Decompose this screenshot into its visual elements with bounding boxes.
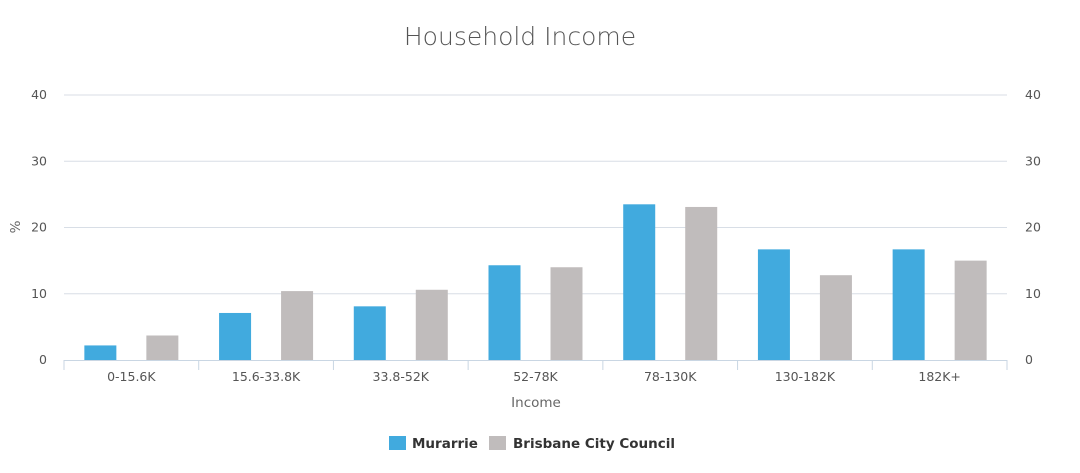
y-tick-label-left: 40	[31, 87, 47, 102]
y-tick-label-right: 20	[1025, 220, 1041, 235]
x-tick-label: 78-130K	[644, 369, 697, 384]
x-tick-label: 15.6-33.8K	[232, 369, 301, 384]
x-tick-label: 33.8-52K	[373, 369, 430, 384]
bar-brisbane[interactable]	[819, 275, 852, 360]
gridlines	[64, 94, 1007, 295]
x-axis-title: Income	[511, 395, 561, 411]
bar-murarrie[interactable]	[84, 345, 117, 360]
bar-murarrie[interactable]	[488, 265, 521, 360]
legend-swatch-murarrie	[389, 436, 406, 450]
bar-brisbane[interactable]	[550, 267, 583, 360]
bar-murarrie[interactable]	[353, 306, 386, 360]
x-axis: 0-15.6K 15.6-33.8K 33.8-52K 52-78K 78-130K 13…	[63, 360, 1008, 384]
x-tick-label: 130-182K	[775, 369, 836, 384]
x-tick-label: 52-78K	[513, 369, 558, 384]
bar-brisbane[interactable]	[685, 206, 718, 360]
y-tick-label-left: 0	[39, 352, 47, 367]
bar-brisbane[interactable]	[954, 260, 987, 360]
y-tick-label-left: 10	[31, 286, 47, 301]
chart-title: Household Income	[404, 22, 636, 51]
y-tick-label-right: 30	[1025, 153, 1041, 168]
x-tick-label: 0-15.6K	[107, 369, 156, 384]
y-axis-left: 0 10 20 30 40	[31, 87, 47, 367]
bar-murarrie[interactable]	[623, 204, 656, 360]
y-tick-label-left: 20	[31, 220, 47, 235]
bar-murarrie[interactable]	[892, 249, 925, 360]
legend: Murarrie Brisbane City Council	[389, 436, 675, 452]
y-tick-label-right: 0	[1025, 352, 1033, 367]
y-tick-label-left: 30	[31, 153, 47, 168]
y-axis-title: %	[8, 220, 24, 233]
x-tick-label: 182K+	[918, 369, 961, 384]
legend-label-brisbane[interactable]: Brisbane City Council	[513, 436, 675, 452]
bar-murarrie[interactable]	[757, 249, 790, 360]
bar-brisbane[interactable]	[415, 289, 448, 360]
legend-label-murarrie[interactable]: Murarrie	[412, 436, 478, 452]
y-tick-label-right: 10	[1025, 286, 1041, 301]
bars	[84, 204, 987, 360]
bar-brisbane[interactable]	[146, 335, 179, 360]
bar-murarrie[interactable]	[219, 312, 252, 360]
legend-swatch-brisbane	[489, 436, 506, 450]
bar-brisbane[interactable]	[281, 291, 314, 360]
y-axis-right: 0 10 20 30 40	[1025, 87, 1041, 367]
y-tick-label-right: 40	[1025, 87, 1041, 102]
